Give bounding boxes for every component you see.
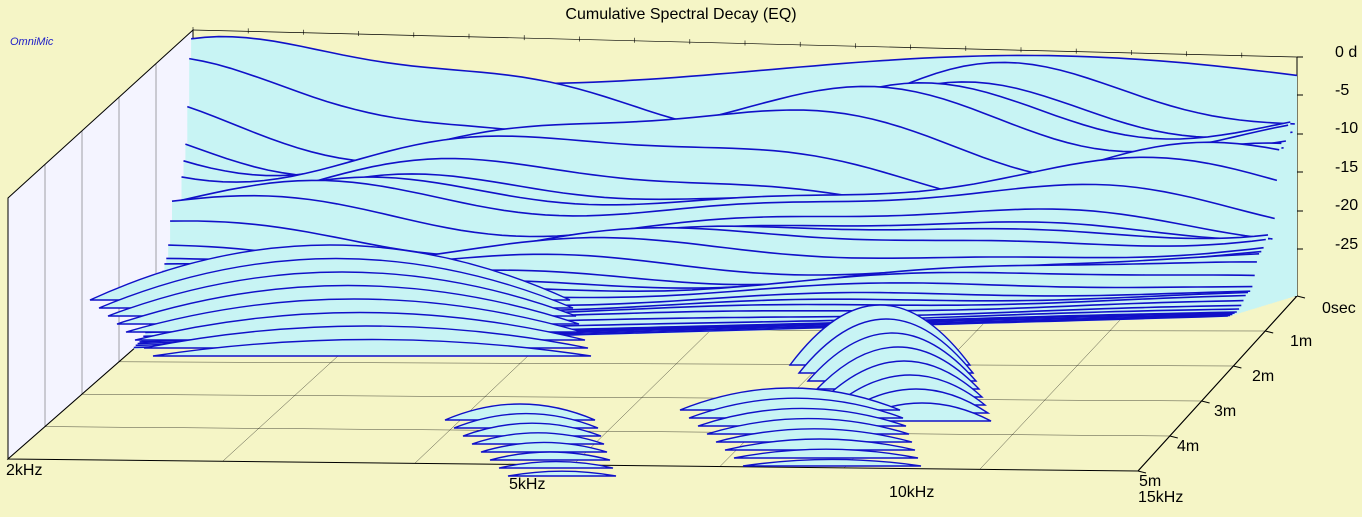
z-tick-label: -5 (1335, 82, 1350, 99)
time-tick-label: 3m (1214, 403, 1237, 420)
time-tick-label: 0sec (1322, 300, 1356, 317)
residual-hump (706, 417, 910, 435)
time-tick-label: 2m (1252, 368, 1275, 385)
residual-hump (715, 428, 913, 443)
time-tick-label: 1m (1290, 333, 1313, 350)
time-tick-label: 4m (1177, 438, 1200, 455)
decay-slice-line (171, 194, 1273, 240)
residual-hump (480, 441, 608, 453)
time-tick (1265, 330, 1274, 334)
residual-hump (498, 460, 614, 469)
x-tick-label: 15kHz (1138, 489, 1184, 506)
chart-title: Cumulative Spectral Decay (EQ) (565, 6, 797, 23)
decay-slice-line (175, 156, 1278, 218)
residual-hump (742, 458, 922, 467)
time-tick-label: 5m (1139, 473, 1162, 490)
z-tick-label: 0 d (1335, 44, 1358, 61)
time-tick (1296, 295, 1306, 299)
residual-hump (471, 432, 605, 445)
time-tick (1169, 435, 1178, 439)
residual-hump (143, 325, 589, 349)
brand-label: OmniMic (10, 36, 54, 48)
decay-slice-line (173, 179, 1275, 220)
x-tick-label: 5kHz (509, 476, 546, 493)
z-tick-label: -10 (1335, 120, 1359, 137)
z-tick-label: -20 (1335, 197, 1359, 214)
residual-hump (152, 338, 592, 357)
z-tick-label: -25 (1335, 236, 1359, 253)
residual-hump (724, 438, 916, 451)
floor-grid-line (979, 295, 1143, 470)
residual-hump (462, 422, 602, 437)
x-tick-label: 2kHz (6, 462, 43, 479)
x-tick-label: 10kHz (889, 484, 935, 501)
time-tick (1201, 400, 1210, 404)
residual-hump (733, 448, 919, 459)
residual-hump (453, 412, 599, 429)
residual-hump (507, 470, 617, 477)
z-tick-label: -15 (1335, 159, 1359, 176)
time-tick (1137, 470, 1147, 474)
residual-hump (489, 451, 611, 461)
time-axis-line (1137, 295, 1298, 472)
time-tick (1233, 365, 1242, 369)
back-top-edge (192, 29, 1298, 58)
